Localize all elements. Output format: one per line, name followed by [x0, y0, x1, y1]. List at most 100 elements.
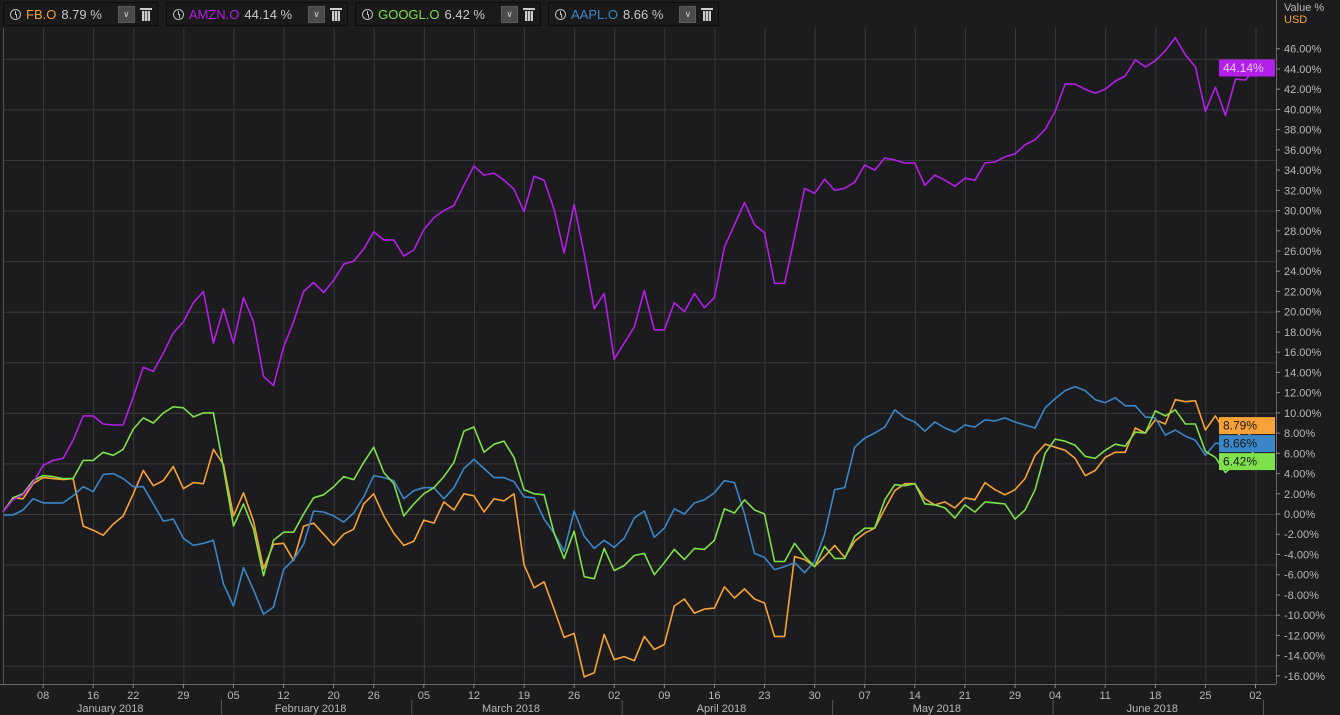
- x-tick-label: 16: [87, 690, 99, 702]
- y-tick-label: -10.00%: [1284, 610, 1325, 622]
- x-tick-label: 14: [909, 690, 921, 702]
- legend-symbol: FB.O: [26, 6, 57, 22]
- y-tick-label: 14.00%: [1284, 367, 1322, 379]
- x-tick-label: 09: [658, 690, 670, 702]
- x-tick-label: 12: [468, 690, 480, 702]
- chevron-down-icon[interactable]: ∨: [117, 5, 135, 23]
- last-value-box: [1219, 59, 1275, 77]
- y-tick-label: -2.00%: [1284, 529, 1319, 541]
- series-line-aapl: [3, 385, 1257, 615]
- y-tick-label: -16.00%: [1284, 671, 1325, 683]
- x-tick-label: 29: [177, 690, 189, 702]
- y-tick-label: -6.00%: [1284, 570, 1319, 582]
- x-tick-label: 21: [959, 690, 971, 702]
- x-tick-label: 25: [1199, 690, 1211, 702]
- plot-background: [0, 0, 1276, 684]
- last-value-labels: 44.14% 8.79% 8.66% 6.42%: [1219, 59, 1275, 471]
- y-tick-label: 18.00%: [1284, 327, 1322, 339]
- trash-icon[interactable]: [330, 7, 343, 21]
- last-value-box: [1219, 453, 1275, 471]
- legend-chip-fb[interactable]: FB.O 8.79 % ∨: [3, 2, 158, 26]
- y-tick-label: 28.00%: [1284, 226, 1322, 238]
- y-tick-label: 6.00%: [1284, 448, 1315, 460]
- x-tick-label: 26: [568, 690, 580, 702]
- y-tick-label: 32.00%: [1284, 185, 1322, 197]
- legend-value: 44.14 %: [244, 6, 293, 22]
- last-value-label-amzn: 44.14%: [1219, 59, 1275, 77]
- month-label: June 2018: [1127, 703, 1178, 715]
- y-tick-label: -4.00%: [1284, 549, 1319, 561]
- x-tick-label: 02: [1249, 690, 1261, 702]
- clock-icon[interactable]: [172, 8, 184, 20]
- currency-label: USD: [1284, 14, 1308, 26]
- month-label: April 2018: [697, 703, 747, 715]
- clock-icon[interactable]: [10, 8, 21, 20]
- clock-icon[interactable]: [362, 8, 374, 20]
- y-tick-label: 40.00%: [1284, 104, 1322, 116]
- last-value-text: 8.66%: [1223, 437, 1257, 451]
- x-tick-label: 12: [277, 690, 289, 702]
- x-tick-label: 20: [328, 690, 340, 702]
- series-line-googl: [2, 405, 1257, 580]
- x-tick-label: 26: [368, 690, 380, 702]
- month-label: March 2018: [482, 703, 540, 715]
- legend-value: 6.42 %: [444, 6, 485, 22]
- y-tick-label: 0.00%: [1284, 509, 1315, 521]
- chevron-down-icon[interactable]: ∨: [500, 5, 518, 23]
- last-value-label-aapl: 8.66%: [1219, 435, 1275, 453]
- series-line-amzn: [2, 36, 1257, 513]
- y-tick-label: 2.00%: [1284, 489, 1315, 501]
- y-tick-label: 36.00%: [1284, 145, 1322, 157]
- last-value-text: 6.42%: [1223, 455, 1257, 469]
- y-tick-label: 10.00%: [1284, 408, 1322, 420]
- x-tick-label: 23: [758, 690, 770, 702]
- chevron-down-icon[interactable]: ∨: [308, 5, 326, 23]
- x-tick-label: 08: [37, 690, 49, 702]
- x-tick-label: 30: [808, 690, 820, 702]
- legend-symbol: AMZN.O: [188, 6, 240, 22]
- trash-icon[interactable]: [701, 7, 714, 21]
- x-tick-label: 22: [127, 690, 139, 702]
- legend-chip-googl[interactable]: GOOGL.O 6.42 % ∨: [355, 2, 541, 26]
- y-axis: -16.00% -14.00% -12.00% -10.00% -8.00% -6.00%…: [1276, 44, 1325, 683]
- x-axis: 08 16 22 29 05 12 20 26 05 12 19 26 02 09 16 23 30 07 14 21…: [37, 684, 1264, 715]
- last-value-text: 8.79%: [1223, 419, 1257, 433]
- y-tick-label: -8.00%: [1284, 590, 1319, 602]
- x-tick-label: 02: [608, 690, 620, 702]
- y-tick-label: 46.00%: [1284, 44, 1322, 56]
- legend-symbol: GOOGL.O: [378, 6, 440, 22]
- y-tick-label: 12.00%: [1284, 388, 1322, 400]
- series-lines: [2, 36, 1257, 678]
- y-tick-label: 38.00%: [1284, 125, 1322, 137]
- x-tick-label: 18: [1149, 690, 1161, 702]
- y-tick-label: -12.00%: [1284, 630, 1325, 642]
- x-tick-label: 04: [1049, 690, 1061, 702]
- y-tick-label: -14.00%: [1284, 651, 1325, 663]
- y-tick-label: 30.00%: [1284, 206, 1322, 218]
- legend-value: 8.79 %: [61, 6, 102, 22]
- chevron-down-icon[interactable]: ∨: [679, 5, 697, 23]
- legend-bar: FB.O 8.79 % ∨ AMZN.O 44.14 % ∨ GOOGL.O 6…: [0, 0, 1276, 28]
- series-line-fb: [2, 398, 1257, 678]
- month-label: February 2018: [275, 703, 347, 715]
- y-tick-label: 34.00%: [1284, 165, 1322, 177]
- y-tick-label: 4.00%: [1284, 469, 1315, 481]
- last-value-box: [1219, 435, 1275, 453]
- y-tick-label: 44.00%: [1284, 64, 1322, 76]
- clock-icon[interactable]: [554, 8, 566, 20]
- month-label: January 2018: [77, 703, 144, 715]
- x-tick-label: 11: [1099, 690, 1110, 702]
- x-tick-label: 16: [708, 690, 720, 702]
- last-value-label-googl: 6.42%: [1219, 453, 1275, 471]
- x-tick-label: 05: [227, 690, 239, 702]
- trash-icon[interactable]: [522, 7, 535, 21]
- legend-symbol: AAPL.O: [570, 6, 618, 22]
- gridlines: [3, 28, 1276, 684]
- trash-icon[interactable]: [139, 7, 152, 21]
- y-tick-label: 42.00%: [1284, 84, 1322, 96]
- legend-chip-aapl[interactable]: AAPL.O 8.66 % ∨: [547, 2, 720, 26]
- legend-chip-amzn[interactable]: AMZN.O 44.14 % ∨: [165, 2, 349, 26]
- y-tick-label: 20.00%: [1284, 307, 1322, 319]
- last-value-box: [1219, 417, 1275, 435]
